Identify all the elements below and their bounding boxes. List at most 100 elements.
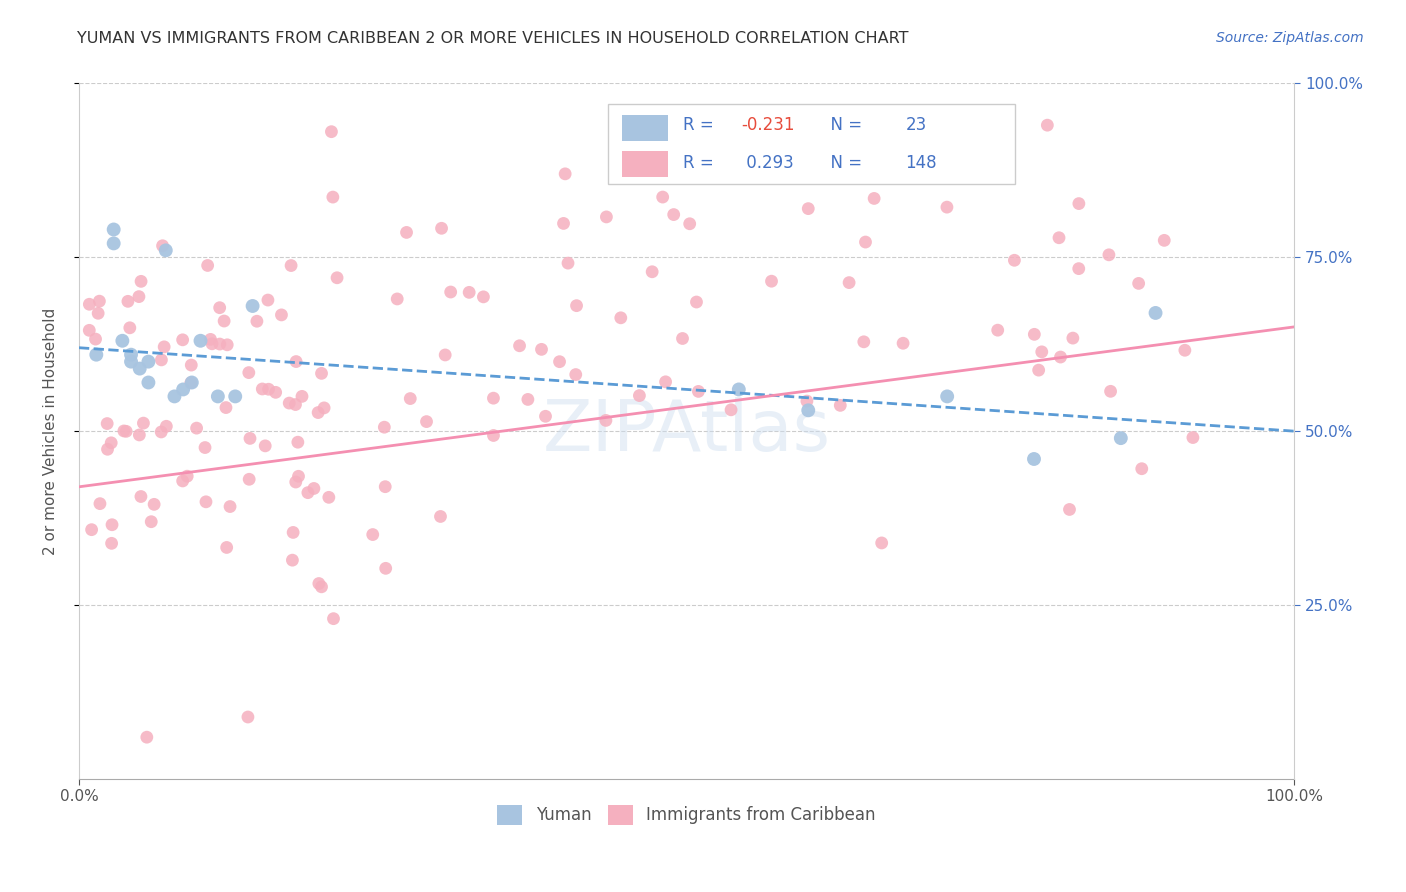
Point [103, 236, 125, 251]
Point [557, 256, 579, 270]
Point [120, 354, 142, 368]
Point [1098, 248, 1121, 262]
Point [322, 612, 344, 626]
Point [246, 314, 269, 328]
Point [194, 441, 217, 455]
Point [87, 306, 110, 320]
Text: -0.231: -0.231 [741, 116, 794, 134]
Point [326, 270, 349, 285]
Point [1067, 196, 1090, 211]
Point [236, 710, 259, 724]
Point [679, 217, 702, 231]
Bar [623, 151, 668, 178]
Point [395, 226, 418, 240]
Point [838, 276, 860, 290]
Point [270, 308, 292, 322]
Point [264, 385, 287, 400]
Point [100, 435, 122, 450]
Point [297, 485, 319, 500]
Point [284, 398, 307, 412]
Point [482, 391, 505, 405]
Point [238, 366, 260, 380]
Point [534, 409, 557, 424]
Text: R =: R = [683, 116, 718, 134]
Point [641, 265, 664, 279]
Point [79, 323, 101, 337]
Point [935, 200, 957, 214]
Point [1028, 363, 1050, 377]
Point [720, 402, 742, 417]
Point [863, 191, 886, 205]
Point [458, 285, 481, 300]
Point [302, 482, 325, 496]
Point [308, 576, 330, 591]
Point [138, 376, 160, 390]
FancyBboxPatch shape [607, 104, 1015, 185]
Point [548, 354, 571, 368]
Point [143, 497, 166, 511]
Text: 148: 148 [905, 154, 938, 172]
Point [280, 259, 302, 273]
Point [132, 416, 155, 430]
Point [239, 431, 262, 445]
Point [1049, 350, 1071, 364]
Point [1067, 261, 1090, 276]
Point [195, 495, 218, 509]
Point [155, 419, 177, 434]
Point [1036, 118, 1059, 132]
Legend: Yuman, Immigrants from Caribbean: Yuman, Immigrants from Caribbean [489, 797, 884, 833]
Point [208, 301, 231, 315]
Text: ZIPAtlas: ZIPAtlas [543, 397, 831, 466]
Point [1059, 502, 1081, 516]
Point [150, 352, 173, 367]
Point [101, 517, 124, 532]
Point [200, 332, 222, 346]
Text: 0.293: 0.293 [741, 154, 794, 172]
Point [1181, 431, 1204, 445]
Point [311, 580, 333, 594]
Point [796, 394, 818, 409]
Point [1130, 461, 1153, 475]
Point [307, 406, 329, 420]
Point [595, 210, 617, 224]
Point [278, 396, 301, 410]
Point [152, 239, 174, 253]
Point [1174, 343, 1197, 358]
Point [224, 389, 246, 403]
Point [176, 469, 198, 483]
Point [96, 442, 118, 457]
Point [688, 384, 710, 399]
Point [215, 401, 238, 415]
Point [80, 523, 103, 537]
Point [314, 401, 336, 415]
Point [180, 376, 202, 390]
Point [361, 527, 384, 541]
Point [322, 190, 344, 204]
Point [830, 398, 852, 412]
Point [530, 343, 553, 357]
Point [89, 497, 111, 511]
Point [516, 392, 538, 407]
Point [112, 424, 135, 438]
Point [1047, 231, 1070, 245]
Point [651, 190, 673, 204]
Point [135, 730, 157, 744]
Point [318, 491, 340, 505]
Point [374, 561, 396, 575]
Point [554, 167, 576, 181]
Point [891, 336, 914, 351]
Point [281, 553, 304, 567]
Point [128, 428, 150, 442]
Point [180, 358, 202, 372]
Point [434, 348, 457, 362]
Point [163, 389, 186, 403]
Point [654, 375, 676, 389]
Point [311, 367, 333, 381]
Point [217, 338, 239, 352]
Point [252, 382, 274, 396]
Point [281, 525, 304, 540]
Point [1062, 331, 1084, 345]
Point [373, 420, 395, 434]
Point [727, 383, 749, 397]
Point [870, 536, 893, 550]
